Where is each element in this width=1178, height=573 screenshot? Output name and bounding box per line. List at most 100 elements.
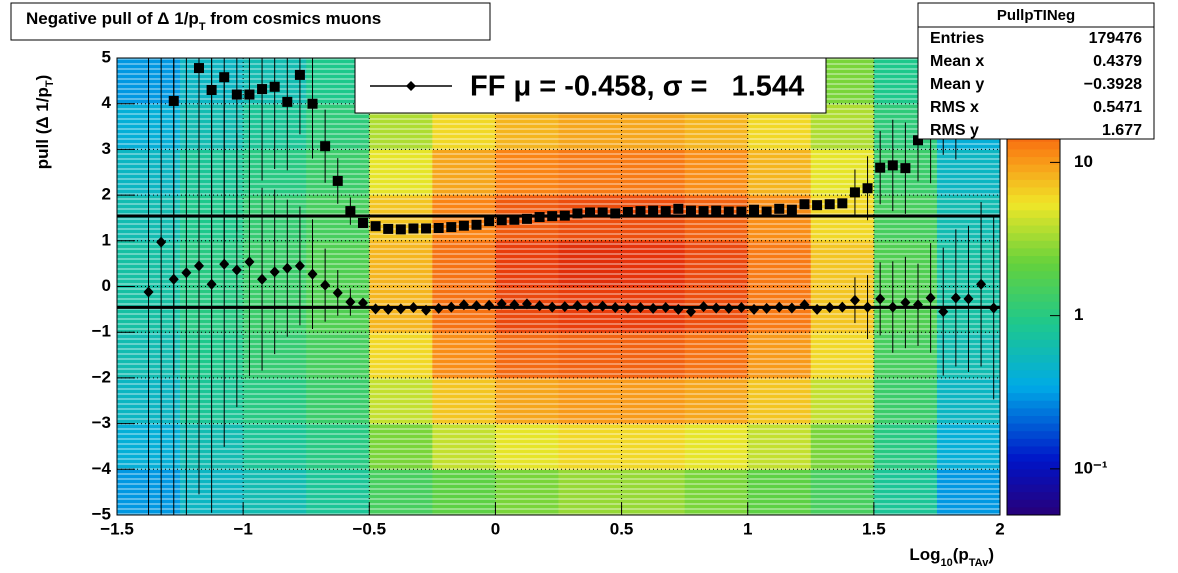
point	[395, 303, 406, 315]
title-part: from cosmics muons	[206, 9, 382, 28]
point	[231, 89, 242, 100]
y-tick-label: −1	[92, 322, 111, 341]
x-tick-label: 0	[491, 519, 500, 538]
point	[824, 302, 835, 314]
palette-step	[1007, 294, 1060, 303]
z-tick-label: 10⁻¹	[1074, 458, 1108, 477]
palette-step	[1007, 431, 1060, 440]
palette-step	[1007, 263, 1060, 272]
point	[282, 262, 293, 274]
palette-step	[1007, 476, 1060, 486]
point	[294, 260, 305, 272]
point	[685, 205, 696, 216]
y-tick-label: −4	[92, 459, 112, 478]
point	[875, 162, 886, 173]
point	[547, 301, 558, 313]
point	[534, 300, 545, 312]
point	[786, 204, 797, 215]
x-tick-label: −0.5	[353, 519, 387, 538]
point	[320, 279, 331, 291]
title-part: Negative pull of Δ 1/p	[26, 9, 199, 28]
legend-marker	[406, 81, 416, 91]
palette-step	[1007, 179, 1060, 188]
point	[837, 301, 848, 313]
point	[572, 300, 583, 312]
point	[168, 273, 179, 285]
point	[900, 296, 911, 308]
point	[370, 221, 381, 232]
stats-title: PullpTINeg	[997, 7, 1075, 24]
palette-step	[1007, 202, 1060, 211]
point	[244, 89, 255, 100]
point	[181, 267, 192, 279]
palette-step	[1007, 446, 1060, 455]
palette-step	[1007, 507, 1060, 516]
point	[913, 135, 924, 146]
stats-name: Entries	[930, 30, 984, 47]
point	[761, 302, 772, 314]
point	[862, 183, 873, 194]
point	[660, 206, 671, 217]
label-sub: 10	[940, 557, 952, 569]
point	[887, 301, 898, 313]
point	[521, 298, 532, 310]
point	[799, 199, 810, 210]
point	[496, 298, 507, 310]
point	[698, 301, 709, 313]
palette-step	[1007, 438, 1060, 447]
point	[370, 303, 381, 315]
point	[610, 302, 621, 314]
stats-value: 1.677	[1102, 122, 1142, 139]
axes: −1.5 −1 −0.5 0 0.5 1 1.5 2 −5 −4 −3 −2 −1 0 1 2 3 4 5	[92, 47, 1005, 538]
point	[484, 216, 495, 227]
point	[332, 175, 343, 186]
point	[988, 302, 999, 314]
point	[383, 223, 394, 234]
point	[509, 214, 520, 225]
point	[862, 301, 873, 313]
point	[774, 301, 785, 313]
palette-step	[1007, 339, 1060, 348]
y-tick-label: 4	[102, 93, 112, 112]
point	[421, 223, 432, 234]
palette-step	[1007, 195, 1060, 204]
palette-step	[1007, 362, 1060, 371]
point	[496, 215, 507, 226]
point	[660, 302, 671, 314]
point	[345, 296, 356, 308]
y-axis-label: pull (Δ 1/pT)	[33, 75, 55, 170]
stats-value: 179476	[1089, 30, 1142, 47]
point	[950, 292, 961, 304]
palette-step	[1007, 172, 1060, 181]
palette-step	[1007, 278, 1060, 287]
stats-value: −0.3928	[1084, 76, 1142, 93]
palette-step	[1007, 454, 1060, 463]
point	[673, 303, 684, 315]
point	[484, 299, 495, 311]
point	[963, 293, 974, 305]
point	[534, 212, 545, 223]
point	[622, 302, 633, 314]
point	[736, 302, 747, 314]
point	[698, 206, 709, 217]
point	[433, 302, 444, 314]
label-part: )	[988, 545, 994, 564]
point	[395, 224, 406, 235]
stats-value: 0.4379	[1093, 53, 1142, 70]
point	[925, 292, 936, 304]
point	[723, 206, 734, 217]
palette-step	[1007, 157, 1060, 166]
label-part: (p	[953, 545, 969, 564]
point	[648, 302, 659, 314]
title-sub: T	[199, 21, 206, 33]
point	[219, 258, 230, 270]
legend-text: FF μ = -0.458, σ = 1.544	[470, 71, 804, 103]
point	[559, 301, 570, 313]
point	[761, 206, 772, 217]
point	[749, 204, 760, 215]
point	[723, 302, 734, 314]
point	[610, 208, 621, 219]
palette-step	[1007, 408, 1060, 417]
point	[446, 301, 457, 313]
